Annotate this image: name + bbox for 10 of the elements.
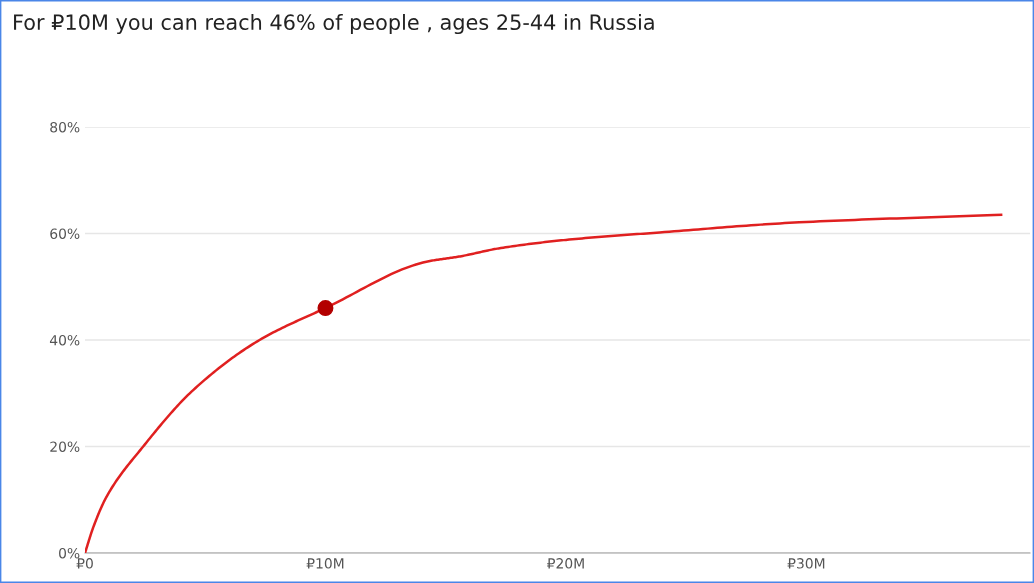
y-tick-label: 60% xyxy=(50,228,80,239)
x-tick-label: ₽20M xyxy=(547,558,584,569)
x-tick-label: ₽10M xyxy=(306,558,344,569)
y-tick-label: 20% xyxy=(50,441,80,452)
x-tick-label: ₽0 xyxy=(76,558,93,569)
chart-title: For ₽10M you can reach 46% of people , ages 25-44 in Russia xyxy=(14,13,654,35)
x-tick-label: ₽30M xyxy=(787,558,825,569)
y-tick-label: 40% xyxy=(49,334,80,346)
y-tick-label: 0% xyxy=(59,547,80,559)
y-tick-label: 80% xyxy=(50,121,80,133)
